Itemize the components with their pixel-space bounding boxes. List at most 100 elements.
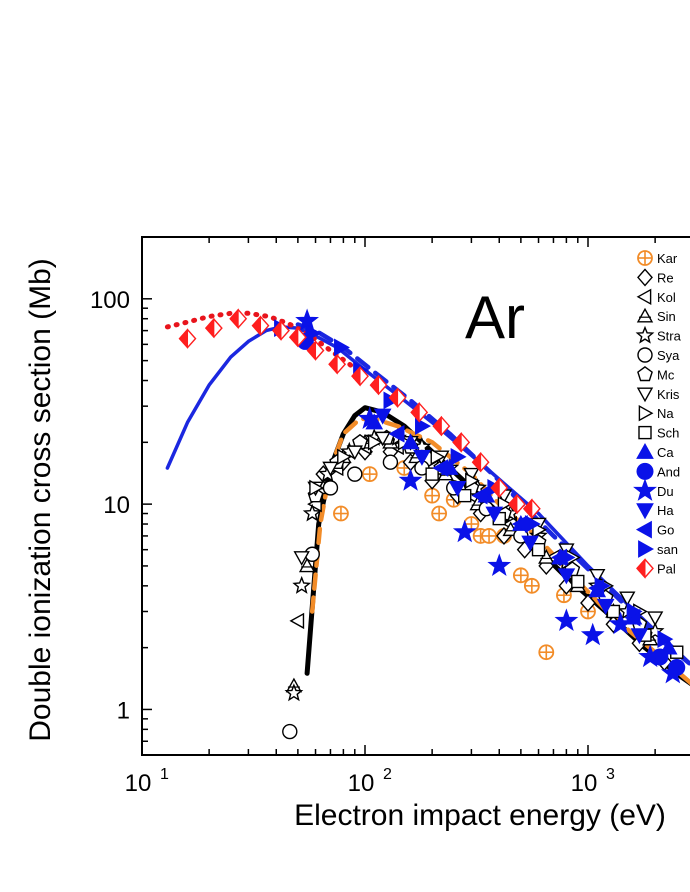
legend-marker-ca xyxy=(636,442,654,459)
legend-label-mc: Mc xyxy=(657,367,675,382)
legend-marker-san xyxy=(638,540,655,558)
point-san xyxy=(626,602,643,621)
point-kar xyxy=(333,505,349,522)
point-pal xyxy=(328,353,347,375)
legend-marker-re xyxy=(637,268,653,287)
point-ha xyxy=(448,480,467,497)
point-ha xyxy=(485,506,504,523)
y-axis-title: Double ionization cross section (Mb) xyxy=(24,258,57,742)
point-ha xyxy=(413,449,431,466)
point-kris xyxy=(646,611,664,627)
point-ca xyxy=(401,433,420,450)
legend-marker-kris xyxy=(636,387,654,403)
x-tick-label-exponent: 2 xyxy=(383,766,392,783)
point-pal xyxy=(369,374,388,396)
legend-marker-sin xyxy=(636,307,654,323)
point-pal xyxy=(351,365,369,387)
point-kar xyxy=(463,516,480,532)
point-kol xyxy=(289,612,305,630)
point-kris xyxy=(322,461,339,477)
point-kar xyxy=(481,528,497,544)
point-pal xyxy=(522,498,541,520)
point-kar xyxy=(512,567,529,584)
point-re xyxy=(558,576,575,595)
point-kar xyxy=(361,466,378,483)
legend-marker-du xyxy=(633,478,657,501)
point-sya xyxy=(282,723,298,740)
y-tick-label: 10 xyxy=(103,492,130,519)
x-axis-title: Electron impact energy (eV) xyxy=(294,799,666,832)
point-stra xyxy=(318,464,338,483)
point-stra xyxy=(284,683,304,702)
curve-blue-solid xyxy=(165,325,690,666)
point-go xyxy=(388,424,405,443)
point-sin xyxy=(538,548,555,564)
point-pal xyxy=(178,328,197,349)
curve-red-dotted xyxy=(164,310,358,371)
legend-label-sin: Sin xyxy=(657,309,676,324)
legend-marker-and xyxy=(636,462,654,480)
point-go xyxy=(432,459,449,477)
point-pal xyxy=(490,477,509,499)
plot-frame xyxy=(141,236,690,756)
point-sch xyxy=(531,542,546,557)
legend-marker-sya xyxy=(637,347,653,363)
curve-blue-dashed xyxy=(295,322,690,667)
point-kris xyxy=(346,445,363,461)
legend-label-kar: Kar xyxy=(657,251,678,266)
point-na xyxy=(367,434,383,451)
point-sya xyxy=(347,466,363,482)
point-kar xyxy=(431,505,448,522)
point-du xyxy=(660,660,685,684)
point-sya xyxy=(322,480,339,496)
point-pal xyxy=(251,315,270,336)
point-du xyxy=(398,468,423,491)
point-ha xyxy=(373,408,392,425)
point-du xyxy=(554,608,579,631)
point-du xyxy=(608,611,633,635)
legend-label-kol: Kol xyxy=(657,290,676,305)
point-ha xyxy=(596,598,615,615)
annotation-ar: Ar xyxy=(465,284,525,351)
point-kris xyxy=(589,569,606,584)
x-tick-label-exponent: 3 xyxy=(606,766,615,783)
point-na xyxy=(430,448,446,466)
point-san xyxy=(559,548,576,567)
legend-label-go: Go xyxy=(657,523,674,538)
point-sch xyxy=(571,574,585,589)
point-san xyxy=(594,576,611,595)
y-tick-label: 1 xyxy=(117,697,130,724)
legend-marker-mc xyxy=(637,366,653,382)
legend-label-and: And xyxy=(657,464,680,479)
point-du xyxy=(452,519,477,543)
legend-label-re: Re xyxy=(657,270,674,285)
point-sya xyxy=(382,454,399,470)
legend-marker-sch xyxy=(638,425,652,440)
x-tick-label: 10 xyxy=(125,770,152,797)
point-pal xyxy=(272,320,290,341)
point-pal xyxy=(452,432,471,453)
point-san xyxy=(334,338,350,357)
legend-label-stra: Stra xyxy=(657,329,682,344)
point-ha xyxy=(630,628,649,645)
point-du xyxy=(487,553,512,577)
point-kris xyxy=(374,431,391,447)
point-kris xyxy=(619,591,636,607)
point-sch xyxy=(425,467,439,481)
point-san xyxy=(524,515,541,533)
legend-marker-na xyxy=(638,405,654,422)
legend-label-du: Du xyxy=(657,484,674,499)
legend-marker-go xyxy=(635,520,652,539)
legend-marker-stra xyxy=(635,325,655,344)
point-sch xyxy=(458,488,472,503)
y-tick-label: 100 xyxy=(90,287,130,314)
legend-marker-ha xyxy=(636,503,654,520)
legend-label-ha: Ha xyxy=(657,503,674,518)
point-ha xyxy=(557,568,576,585)
point-pal xyxy=(288,326,307,348)
point-kris xyxy=(293,551,310,566)
point-kar xyxy=(538,644,555,661)
point-san xyxy=(657,630,674,648)
legend-marker-kol xyxy=(636,288,652,305)
